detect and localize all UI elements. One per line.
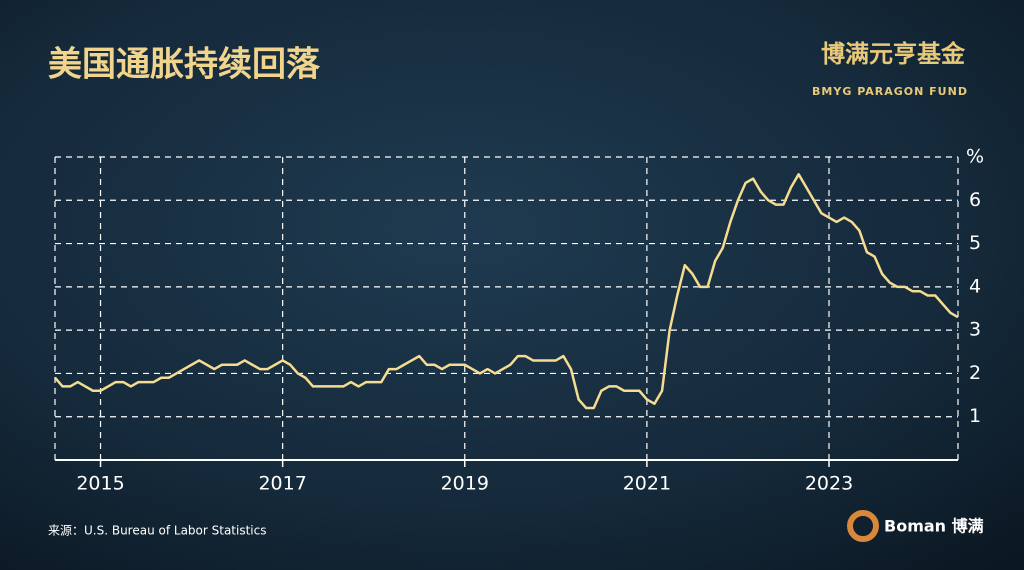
plot: 1 2 3 4 5 6 2015 2017 2019 2021 2023 — [54, 156, 981, 495]
brand-name: 博满元亨基金 — [821, 40, 966, 68]
x-tick-label: 2015 — [76, 473, 124, 495]
y-tick-label: 1 — [969, 405, 981, 427]
y-axis-label: % — [966, 146, 984, 168]
x-tick-label: 2019 — [441, 473, 489, 495]
brand-english: BMYG PARAGON FUND — [812, 85, 968, 98]
footer-logo — [847, 510, 879, 542]
x-tick-label: 2023 — [805, 473, 853, 495]
footer-brand: Boman 博满 — [884, 517, 984, 536]
y-tick-label: 5 — [969, 232, 981, 254]
data-line — [54, 173, 959, 410]
x-tick-label: 2021 — [623, 473, 671, 495]
x-tick-label: 2017 — [258, 473, 306, 495]
y-tick-label: 4 — [969, 275, 981, 297]
chart-title: 美国通胀持续回落 — [48, 45, 321, 85]
source: 来源：U.S. Bureau of Labor Statistics — [48, 524, 267, 538]
y-tick-label: 3 — [969, 319, 981, 341]
y-tick-label: 2 — [969, 362, 981, 384]
y-tick-label: 6 — [969, 189, 981, 211]
